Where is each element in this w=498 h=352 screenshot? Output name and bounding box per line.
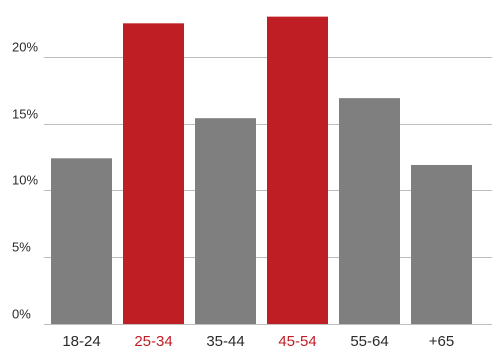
bar-+65 bbox=[411, 164, 472, 324]
bar-18-24 bbox=[51, 158, 112, 324]
y-tick-label: 15% bbox=[12, 107, 38, 122]
bars bbox=[51, 16, 472, 325]
x-axis-category-labels: 18-24 25-34 35-44 45-54 55-64 +65 bbox=[62, 333, 454, 350]
x-category-label: 55-64 bbox=[350, 333, 388, 350]
x-category-label: 25-34 bbox=[134, 333, 172, 350]
bar-55-64 bbox=[339, 98, 400, 325]
y-tick-label: 5% bbox=[12, 240, 31, 255]
bar-25-34 bbox=[123, 23, 184, 325]
y-tick-label: 0% bbox=[12, 307, 31, 322]
y-tick-label: 10% bbox=[12, 173, 38, 188]
x-category-label: +65 bbox=[429, 333, 454, 350]
x-category-label: 45-54 bbox=[278, 333, 316, 350]
x-category-label: 35-44 bbox=[206, 333, 244, 350]
bar-45-54 bbox=[267, 16, 328, 325]
x-category-label: 18-24 bbox=[62, 333, 100, 350]
bar-35-44 bbox=[195, 118, 256, 324]
y-tick-label: 20% bbox=[12, 40, 38, 55]
y-axis-tick-labels: 0% 5% 10% 15% 20% bbox=[12, 40, 38, 322]
